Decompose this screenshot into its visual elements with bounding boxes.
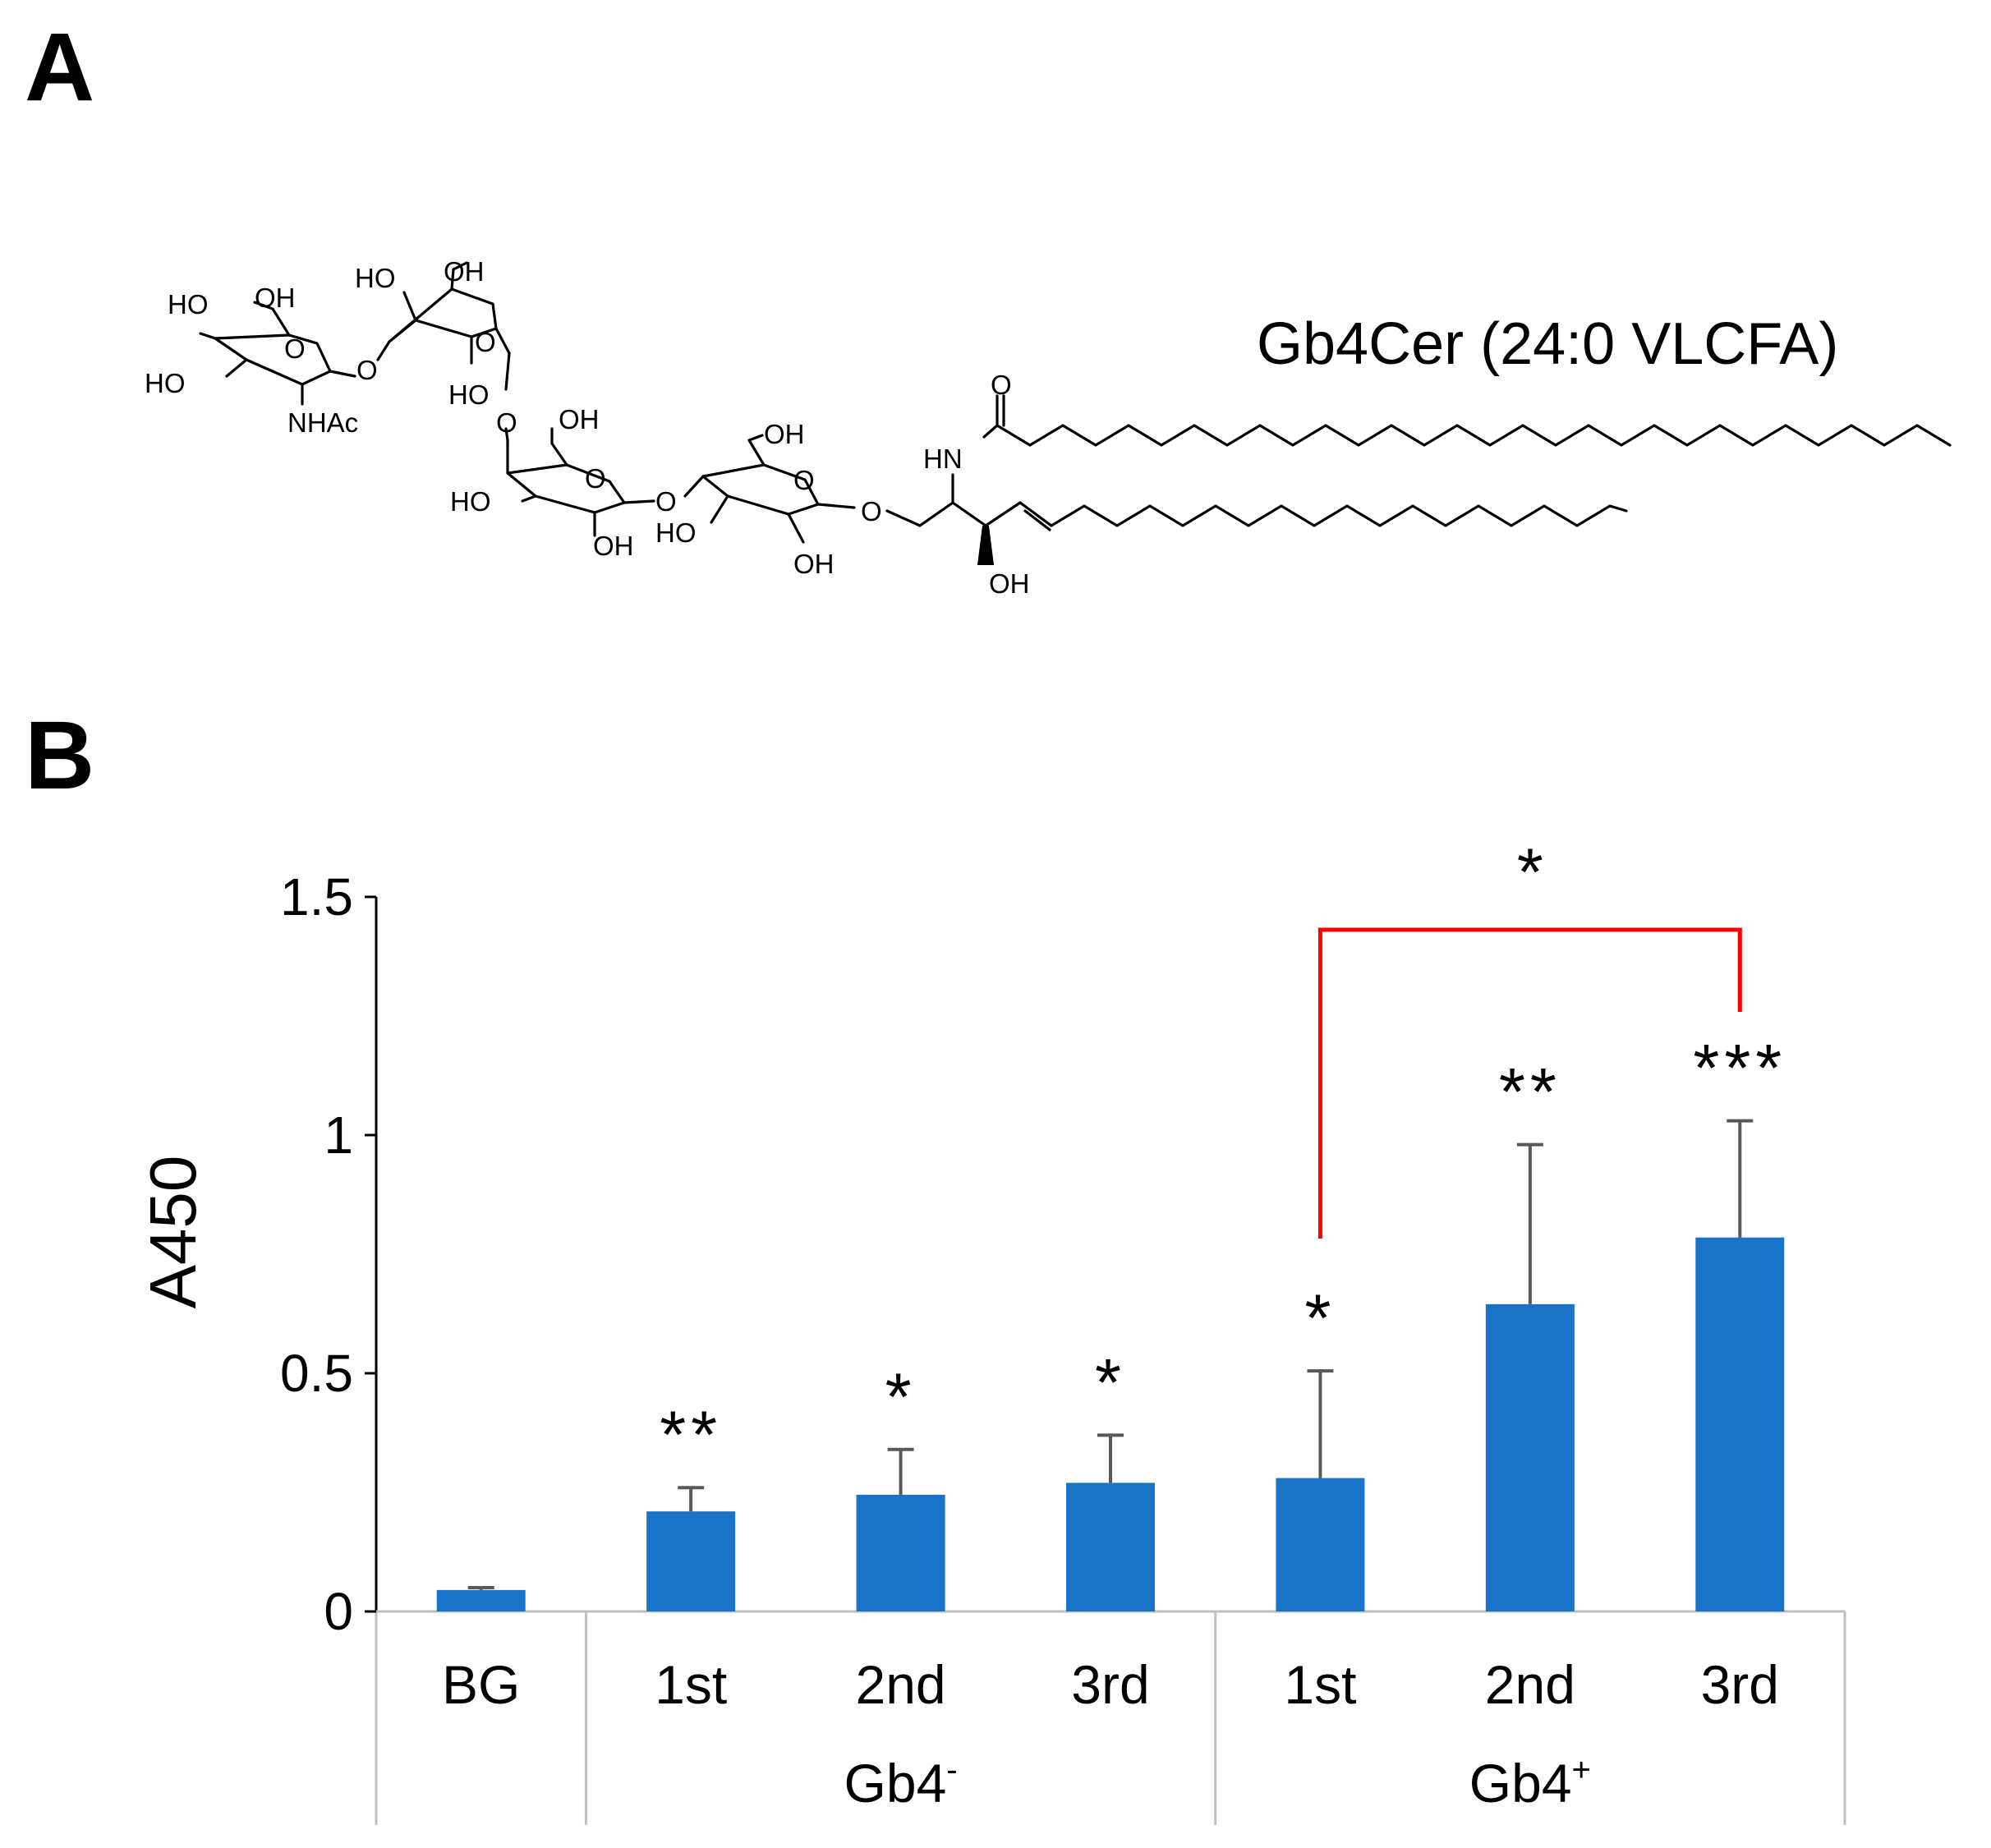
- bar: [1695, 1237, 1785, 1611]
- panel-a-label: A: [25, 13, 94, 122]
- gb4cer-structure: HO OH O HO NHAc O HO OH O HO O OH HO O O…: [145, 256, 1952, 599]
- atom-label: HO: [145, 368, 186, 398]
- significance-marker: *: [885, 1360, 917, 1435]
- y-tick-label: 0.5: [280, 1344, 353, 1403]
- significance-marker: ***: [1693, 1032, 1786, 1106]
- bar: [856, 1494, 945, 1611]
- bar: [436, 1589, 526, 1611]
- category-label: 3rd: [1071, 1654, 1149, 1715]
- atom-label: HO: [355, 263, 396, 293]
- category-label: BG: [442, 1654, 520, 1715]
- comparison-bracket: [1317, 927, 1742, 1239]
- molecule-title: Gb4Cer (24:0 VLCFA): [1257, 311, 1838, 377]
- category-label: 2nd: [1485, 1654, 1575, 1715]
- ceramide-backbone: [885, 394, 1952, 565]
- atom-label: O: [991, 370, 1012, 400]
- atom-label: O: [861, 496, 882, 526]
- atom-label: OH: [989, 568, 1030, 599]
- bar: [1066, 1483, 1155, 1611]
- significance-marker: *: [1304, 1281, 1336, 1356]
- atom-label: OH: [793, 549, 835, 579]
- a450-bar-chart: 00.511.5 *** **** *** BG 1st 2nd 3rd 1st 2nd 3rd…: [136, 835, 1846, 1825]
- atom-label: NHAc: [287, 407, 358, 438]
- y-tick-label: 0: [324, 1582, 353, 1641]
- y-tick-label: 1.5: [280, 867, 353, 926]
- atom-label: O: [585, 463, 606, 494]
- atom-label: O: [356, 355, 378, 385]
- atom-label: HO: [450, 486, 491, 517]
- atom-label: OH: [444, 256, 485, 287]
- gal-ring-2: [504, 427, 655, 537]
- atom-label: OH: [255, 283, 296, 313]
- atom-label: O: [475, 327, 496, 357]
- atom-label: O: [284, 333, 306, 364]
- atom-label: OH: [593, 531, 634, 561]
- category-label: 3rd: [1701, 1654, 1779, 1715]
- atom-label: HO: [655, 517, 697, 548]
- bar: [1276, 1478, 1365, 1611]
- panel-b-label: B: [25, 701, 94, 810]
- glc-ring: [683, 434, 856, 544]
- bar: [646, 1511, 736, 1611]
- atom-label: O: [793, 465, 815, 495]
- bar: [1485, 1303, 1575, 1611]
- galnac-ring: [199, 301, 356, 406]
- significance-marker: **: [1499, 1055, 1561, 1130]
- category-label: 1st: [655, 1654, 727, 1715]
- atom-label: O: [655, 486, 677, 517]
- atom-label: HO: [448, 379, 490, 410]
- group-label: Gb4-: [844, 1752, 958, 1814]
- group-label: Gb4+: [1469, 1752, 1591, 1814]
- atom-label: O: [496, 407, 517, 438]
- y-tick-label: 1: [324, 1106, 353, 1165]
- atom-label: OH: [764, 419, 805, 449]
- category-label: 1st: [1284, 1654, 1356, 1715]
- category-label: 2nd: [856, 1654, 946, 1715]
- atom-label: HO: [168, 289, 209, 319]
- comparison-significance: *: [1517, 835, 1543, 910]
- atom-label: HN: [923, 444, 963, 474]
- significance-marker: **: [660, 1398, 722, 1473]
- significance-marker: *: [1095, 1345, 1126, 1420]
- y-axis-label: A450: [136, 1156, 209, 1309]
- gal-ring-1: [376, 261, 511, 391]
- atom-label: OH: [559, 404, 600, 434]
